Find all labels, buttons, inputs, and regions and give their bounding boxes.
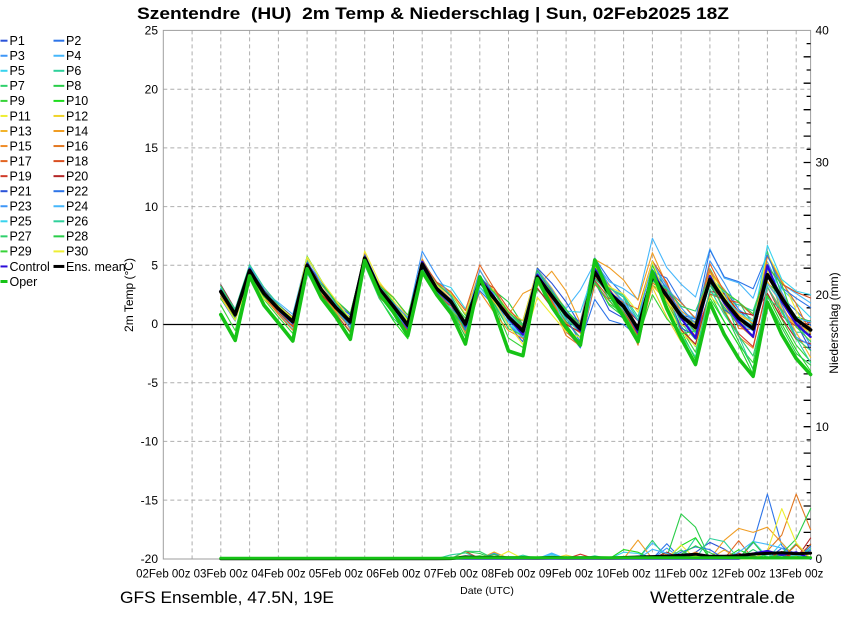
- svg-text:-20: -20: [141, 552, 159, 566]
- svg-text:-15: -15: [141, 493, 159, 507]
- svg-text:13Feb 00z: 13Feb 00z: [769, 569, 824, 581]
- svg-text:5: 5: [151, 259, 158, 273]
- svg-text:11Feb 00z: 11Feb 00z: [654, 569, 708, 581]
- svg-text:10Feb 00z: 10Feb 00z: [596, 569, 651, 581]
- svg-text:Oper: Oper: [10, 275, 38, 289]
- svg-text:P28: P28: [66, 230, 88, 244]
- svg-text:Date (UTC): Date (UTC): [460, 585, 514, 597]
- svg-text:P15: P15: [10, 139, 32, 153]
- svg-text:10: 10: [816, 420, 830, 434]
- svg-text:09Feb 00z: 09Feb 00z: [539, 569, 594, 581]
- svg-text:0: 0: [151, 317, 158, 331]
- svg-text:30: 30: [816, 156, 830, 170]
- svg-text:P22: P22: [66, 185, 88, 199]
- svg-text:-5: -5: [147, 376, 158, 390]
- svg-text:P1: P1: [10, 34, 25, 48]
- svg-text:P3: P3: [10, 49, 25, 63]
- svg-text:04Feb 00z: 04Feb 00z: [251, 569, 306, 581]
- svg-text:P16: P16: [66, 139, 88, 153]
- svg-text:P26: P26: [66, 215, 88, 229]
- svg-text:P30: P30: [66, 245, 88, 259]
- svg-text:P7: P7: [10, 79, 25, 93]
- svg-text:P27: P27: [10, 230, 32, 244]
- svg-text:07Feb 00z: 07Feb 00z: [424, 569, 479, 581]
- svg-text:P6: P6: [66, 64, 81, 78]
- svg-text:Control: Control: [10, 260, 50, 274]
- svg-text:GFS Ensemble, 47.5N, 19E: GFS Ensemble, 47.5N, 19E: [120, 589, 334, 607]
- svg-text:P9: P9: [10, 94, 25, 108]
- svg-text:Szentendre (HU) 2m Temp & Ni: Szentendre (HU) 2m Temp & Niederschlag |…: [137, 4, 729, 23]
- svg-text:Wetterzentrale.de: Wetterzentrale.de: [650, 589, 795, 607]
- svg-text:P21: P21: [10, 185, 32, 199]
- svg-text:P4: P4: [66, 49, 81, 63]
- svg-text:P11: P11: [10, 109, 31, 123]
- svg-text:Niederschlag (mm): Niederschlag (mm): [827, 272, 841, 373]
- svg-text:P18: P18: [66, 154, 88, 168]
- svg-text:P13: P13: [10, 124, 32, 138]
- svg-text:08Feb 00z: 08Feb 00z: [481, 569, 536, 581]
- svg-text:P5: P5: [10, 64, 25, 78]
- svg-text:P19: P19: [10, 169, 32, 183]
- svg-text:P17: P17: [10, 154, 32, 168]
- svg-text:P20: P20: [66, 169, 88, 183]
- svg-text:20: 20: [816, 288, 830, 302]
- svg-text:P29: P29: [10, 245, 32, 259]
- svg-text:-10: -10: [141, 435, 159, 449]
- svg-text:06Feb 00z: 06Feb 00z: [366, 569, 421, 581]
- svg-text:P14: P14: [66, 124, 88, 138]
- svg-text:02Feb 00z: 02Feb 00z: [136, 569, 191, 581]
- svg-text:0: 0: [816, 552, 823, 566]
- svg-text:P2: P2: [66, 34, 81, 48]
- svg-text:2m Temp (°C): 2m Temp (°C): [122, 258, 136, 332]
- svg-text:20: 20: [145, 82, 159, 96]
- svg-text:P8: P8: [66, 79, 81, 93]
- svg-text:P23: P23: [10, 200, 32, 214]
- svg-text:P10: P10: [66, 94, 88, 108]
- svg-text:40: 40: [816, 24, 830, 38]
- svg-text:P12: P12: [66, 109, 88, 123]
- svg-text:P24: P24: [66, 200, 88, 214]
- svg-text:25: 25: [145, 24, 159, 38]
- svg-text:Ens. mean: Ens. mean: [66, 260, 126, 274]
- svg-text:15: 15: [145, 141, 159, 155]
- svg-text:12Feb 00z: 12Feb 00z: [712, 569, 767, 581]
- svg-text:P25: P25: [10, 215, 32, 229]
- svg-text:03Feb 00z: 03Feb 00z: [194, 569, 249, 581]
- svg-text:05Feb 00z: 05Feb 00z: [309, 569, 364, 581]
- svg-text:10: 10: [145, 200, 159, 214]
